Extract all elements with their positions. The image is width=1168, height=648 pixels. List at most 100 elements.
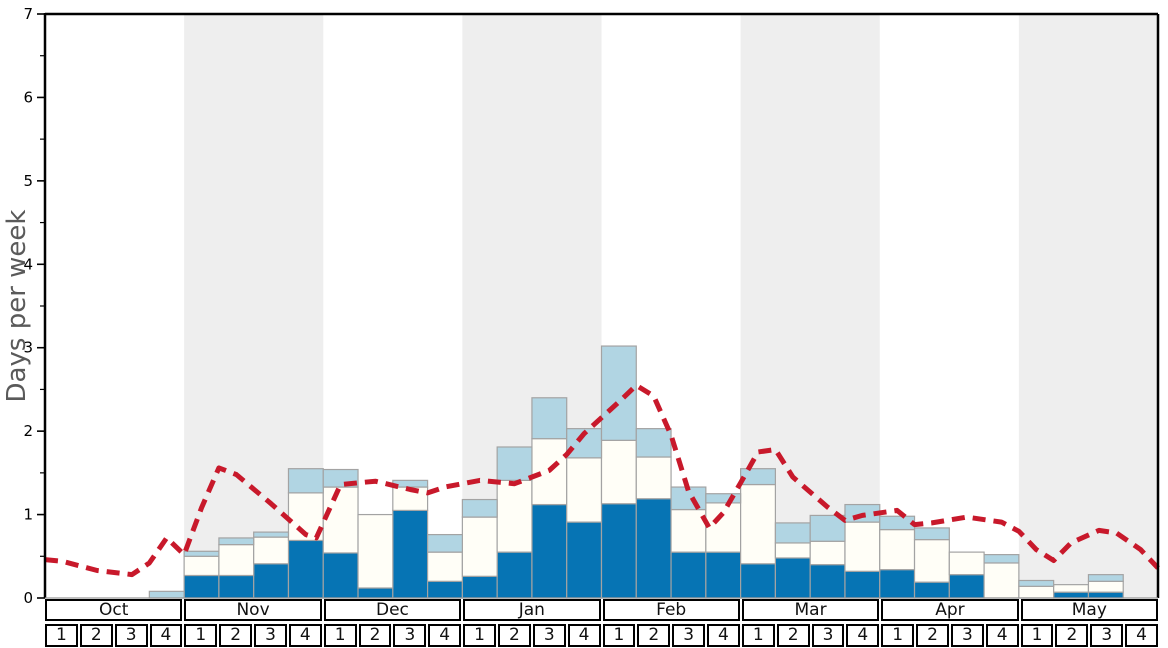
week-cell: 1 <box>602 624 636 647</box>
week-cell: 4 <box>846 624 880 647</box>
week-cell: 3 <box>811 624 845 647</box>
bar-segment-dark-blue-segment <box>287 539 324 599</box>
bar-segment-white-segment <box>705 502 742 553</box>
bar-segment-dark-blue-segment <box>1053 591 1090 599</box>
bar-segment-white-segment <box>218 544 255 577</box>
bar-segment-light-blue-segment <box>983 554 1020 564</box>
bar-segment-light-blue-segment <box>705 493 742 504</box>
bar-segment-light-blue-segment <box>913 527 950 541</box>
bar-segment-dark-blue-segment <box>948 574 985 599</box>
week-cell: 1 <box>184 624 218 647</box>
week-cell: 2 <box>776 624 810 647</box>
bar-segment-white-segment <box>635 456 672 500</box>
bar-segment-white-segment <box>670 508 707 553</box>
bar-segment-dark-blue-segment <box>635 498 672 599</box>
week-cell: 3 <box>254 624 287 647</box>
bar-segment-light-blue-segment <box>253 531 290 538</box>
bar-segment-dark-blue-segment <box>600 503 637 599</box>
y-tick-label: 2 <box>23 422 33 440</box>
bar-segment-dark-blue-segment <box>879 569 916 599</box>
week-cell: 3 <box>393 624 427 647</box>
bar-segment-white-segment <box>461 516 498 577</box>
bar-segment-light-blue-segment <box>287 468 324 494</box>
month-cell: Apr <box>881 599 1019 621</box>
bar-segment-light-blue-segment <box>183 550 220 557</box>
month-cell: May <box>1020 599 1158 621</box>
week-cell: 2 <box>916 624 949 647</box>
bar-segment-white-segment <box>253 536 290 565</box>
month-cell: Jan <box>463 599 601 621</box>
bar-segment-dark-blue-segment <box>844 570 881 599</box>
week-cell: 3 <box>950 624 984 647</box>
bar-segment-white-segment <box>844 521 881 572</box>
month-cell: Feb <box>602 599 740 621</box>
week-cell: 1 <box>45 624 78 647</box>
y-tick-label: 6 <box>23 88 33 106</box>
week-cell: 1 <box>463 624 496 647</box>
bar-segment-light-blue-segment <box>461 498 498 518</box>
week-cell: 2 <box>79 624 113 647</box>
bar-segment-white-segment <box>496 479 533 553</box>
bar-segment-dark-blue-segment <box>322 552 359 599</box>
bar-segment-light-blue-segment <box>740 468 777 486</box>
y-tick-label: 1 <box>23 506 33 524</box>
week-cell: 2 <box>219 624 253 647</box>
bar-segment-dark-blue-segment <box>913 581 950 599</box>
bar-segment-dark-blue-segment <box>809 564 846 599</box>
bar-segment-white-segment <box>913 538 950 583</box>
y-tick-label: 7 <box>23 5 33 23</box>
bar-segment-dark-blue-segment <box>426 580 463 599</box>
week-cell: 4 <box>288 624 322 647</box>
bar-segment-light-blue-segment <box>496 446 533 481</box>
week-cell: 4 <box>149 624 183 647</box>
bar-segment-white-segment <box>879 528 916 571</box>
week-cell: 1 <box>881 624 915 647</box>
bar-segment-dark-blue-segment <box>740 563 777 599</box>
week-cell: 3 <box>672 624 706 647</box>
bar-segment-dark-blue-segment <box>461 575 498 599</box>
month-shading-band <box>1018 14 1158 598</box>
week-cell: 3 <box>532 624 566 647</box>
bar-segment-light-blue-segment <box>218 537 255 546</box>
bar-segment-white-segment <box>948 551 985 576</box>
bar-segment-light-blue-segment <box>426 533 463 553</box>
bar-segment-dark-blue-segment <box>1087 591 1124 599</box>
week-cell: 4 <box>985 624 1019 647</box>
bar-segment-dark-blue-segment <box>566 521 603 599</box>
bar-segment-dark-blue-segment <box>774 557 811 599</box>
bar-segment-white-segment <box>1087 580 1124 593</box>
bar-segment-light-blue-segment <box>635 428 672 458</box>
week-cell: 2 <box>497 624 531 647</box>
y-tick-label: 5 <box>23 172 33 190</box>
week-cell: 2 <box>1055 624 1089 647</box>
bar-segment-white-segment <box>183 555 220 577</box>
bar-segment-dark-blue-segment <box>392 509 429 599</box>
month-axis-row: Oct Nov Dec Jan Feb Mar Apr May <box>45 599 1158 621</box>
bar-segment-light-blue-segment <box>879 515 916 531</box>
bar-segment-white-segment <box>600 439 637 505</box>
month-cell: Mar <box>741 599 880 621</box>
bar-segment-light-blue-segment <box>670 486 707 511</box>
bar-segment-light-blue-segment <box>1087 574 1124 582</box>
bar-segment-white-segment <box>1018 585 1055 599</box>
bar-segment-dark-blue-segment <box>705 551 742 599</box>
bar-segment-white-segment <box>740 483 777 565</box>
y-tick-label: 0 <box>23 589 33 607</box>
bar-segment-dark-blue-segment <box>531 503 568 599</box>
bar-segment-dark-blue-segment <box>670 551 707 599</box>
bar-segment-white-segment <box>426 551 463 582</box>
month-cell: Nov <box>184 599 322 621</box>
week-cell: 4 <box>1125 624 1158 647</box>
bar-segment-dark-blue-segment <box>496 551 533 599</box>
bar-segment-dark-blue-segment <box>253 563 290 599</box>
week-cell: 4 <box>428 624 462 647</box>
week-cell: 4 <box>567 624 601 647</box>
bar-segment-light-blue-segment <box>1018 579 1055 587</box>
bar-segment-dark-blue-segment <box>218 574 255 599</box>
week-cell: 1 <box>1020 624 1054 647</box>
bar-segment-light-blue-segment <box>531 397 568 440</box>
bar-segment-dark-blue-segment <box>357 587 394 599</box>
week-cell: 3 <box>114 624 148 647</box>
